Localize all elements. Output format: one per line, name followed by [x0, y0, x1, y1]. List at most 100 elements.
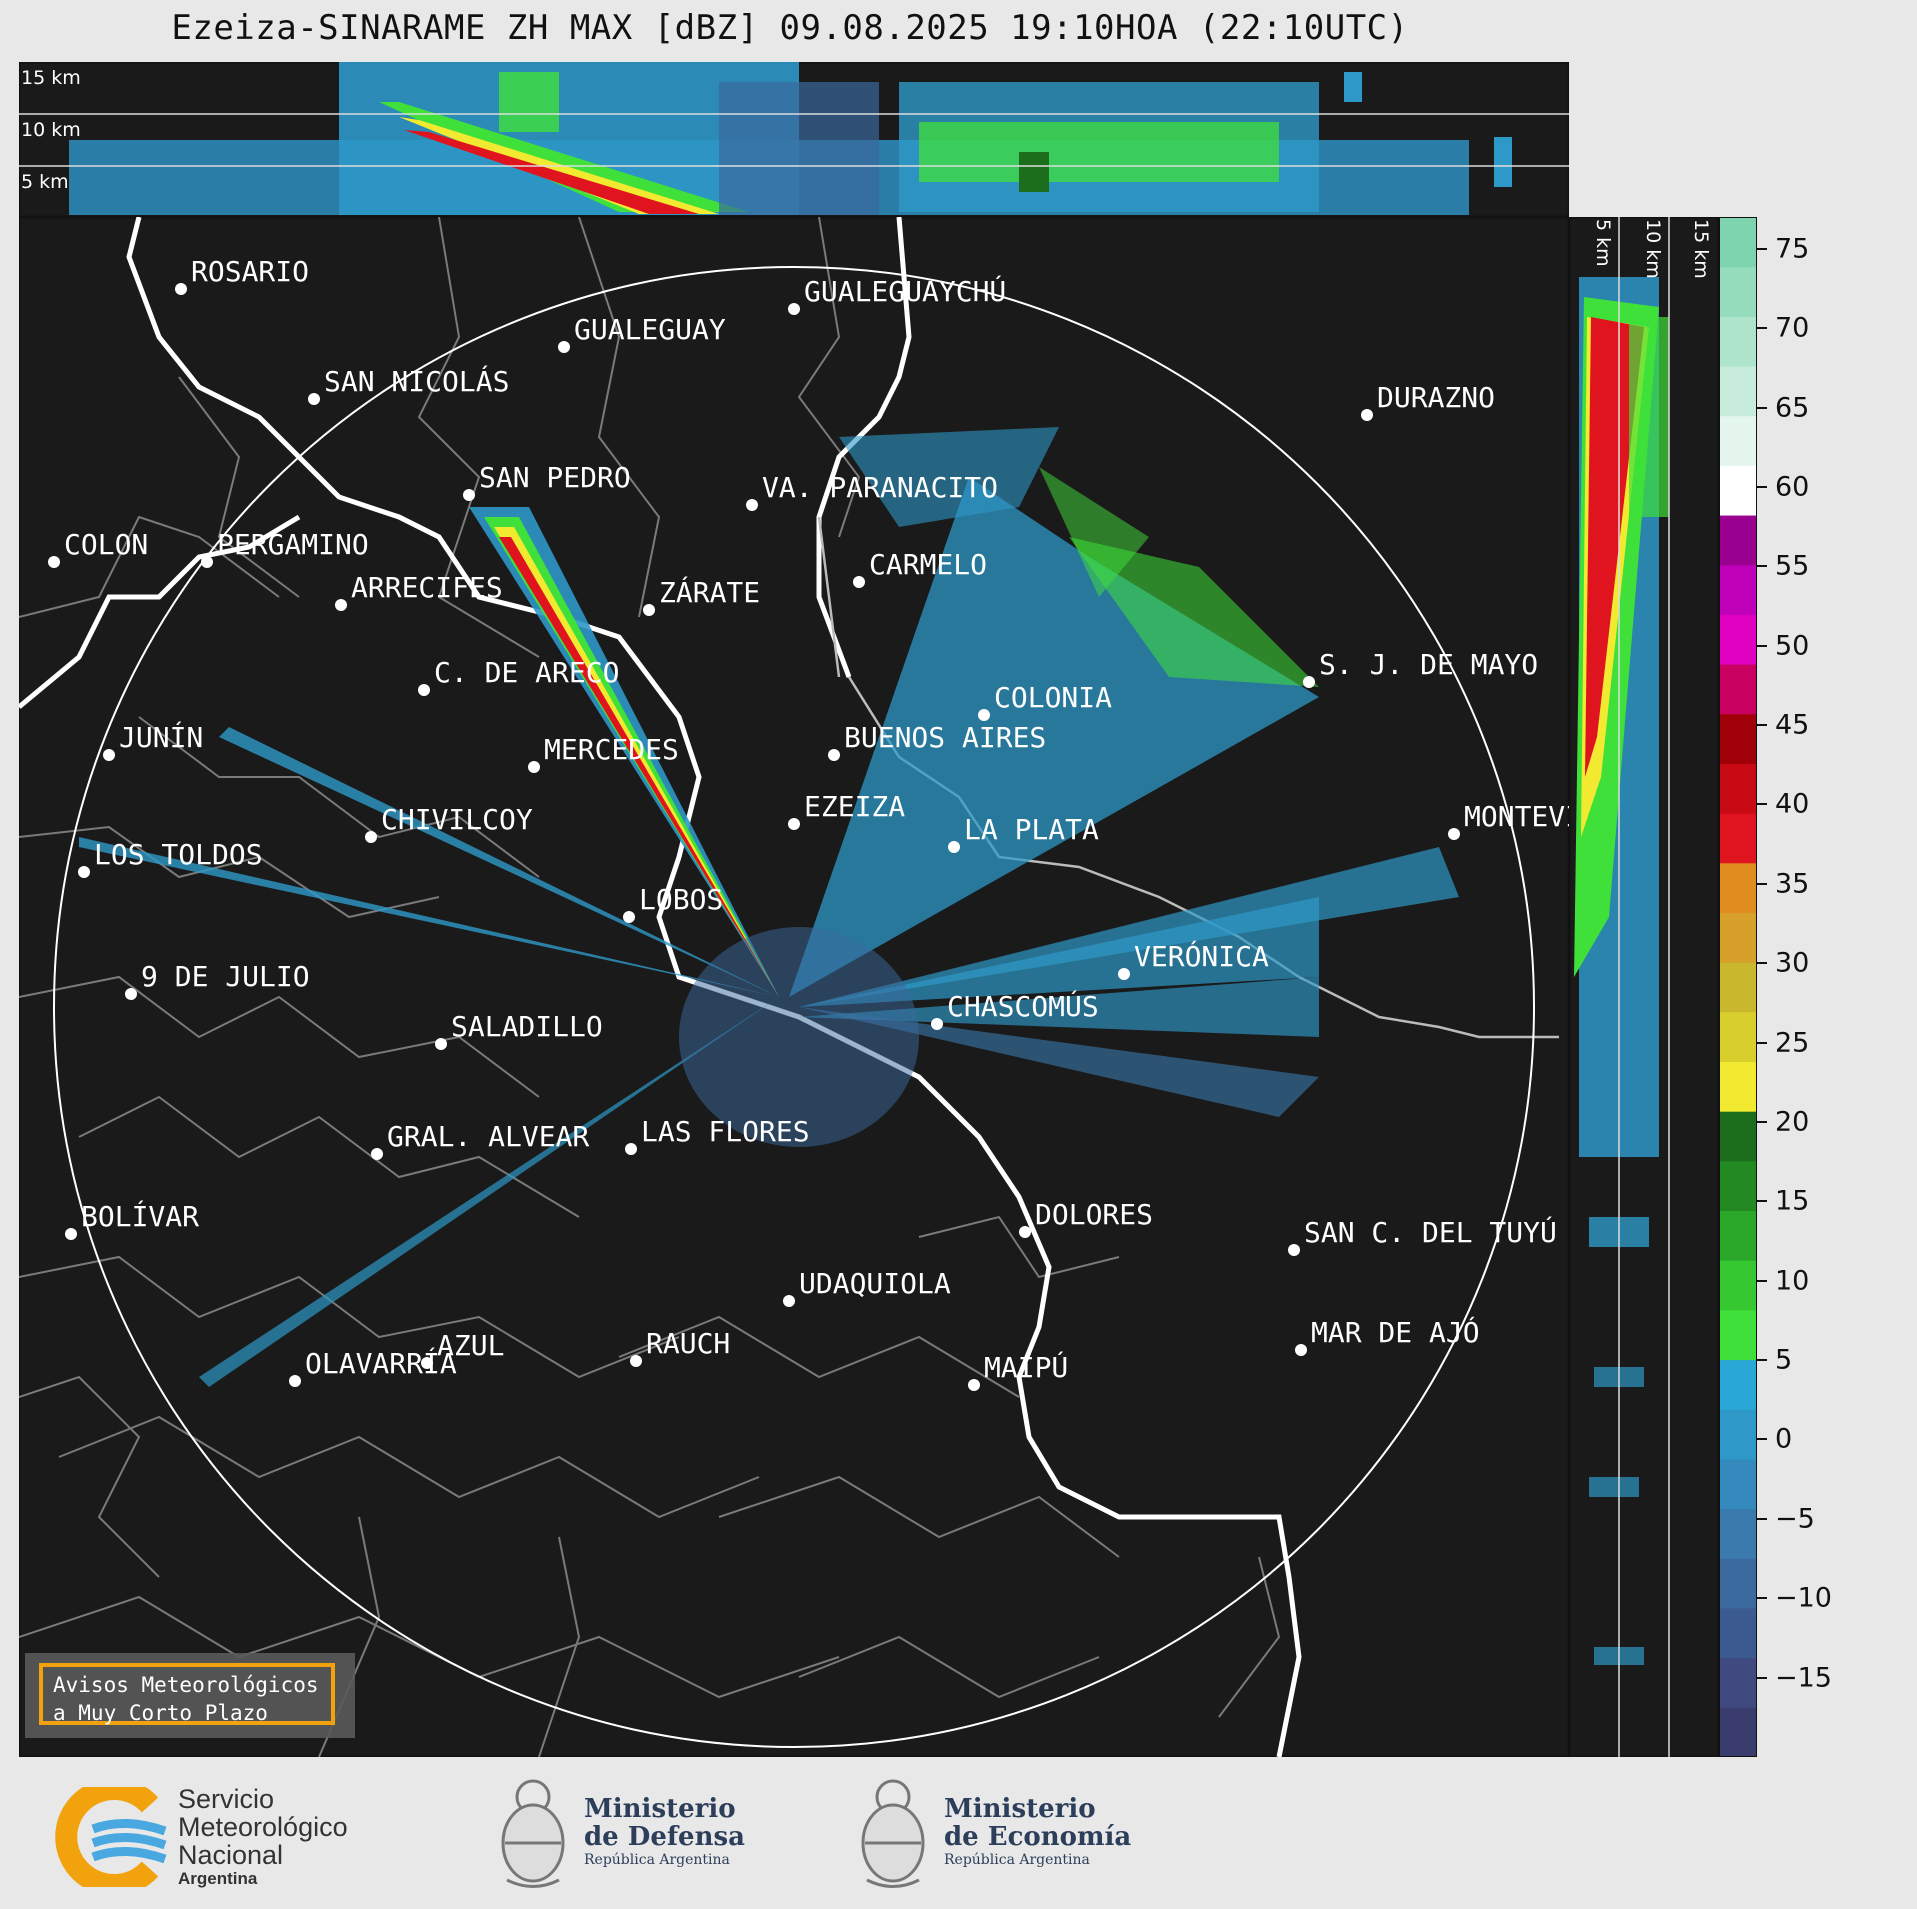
city-dot	[1361, 409, 1373, 421]
city-dot	[528, 761, 540, 773]
colorbar-band	[1719, 1707, 1757, 1757]
city-label: VERÓNICA	[1134, 939, 1269, 973]
colorbar-band	[1719, 1260, 1757, 1311]
colorbar-tick-mark	[1757, 1359, 1767, 1362]
city-dot	[1019, 1226, 1031, 1238]
city-label: GUALEGUAY	[574, 313, 726, 346]
city-marker: EZEIZA	[788, 790, 905, 830]
colorbar-tick-label: 35	[1775, 868, 1810, 900]
colorbar-tick-mark	[1757, 1279, 1767, 1282]
city-marker: LAS FLORES	[625, 1115, 810, 1155]
city-label: DURAZNO	[1377, 381, 1495, 414]
colorbar-tick-label: 50	[1775, 630, 1810, 662]
city-labels: ROSARIO GUALEGUAYCHÚ GUALEGUAY SAN NICOLÁS D…	[48, 255, 1569, 1391]
city-marker: GUALEGUAY	[558, 313, 726, 353]
colorbar-tick-mark	[1757, 882, 1767, 885]
city-label: S. J. DE MAYO	[1319, 648, 1538, 681]
city-dot	[828, 749, 840, 761]
city-dot	[558, 341, 570, 353]
city-label: COLON	[64, 528, 148, 561]
city-marker: CHASCOMÚS	[931, 989, 1099, 1030]
city-marker: AZUL	[421, 1329, 504, 1369]
city-dot	[435, 1038, 447, 1050]
colorbar-band	[1719, 862, 1757, 913]
colorbar-band	[1719, 1160, 1757, 1212]
colorbar-tick-label: 40	[1775, 788, 1810, 820]
city-label: BOLÍVAR	[81, 1199, 199, 1233]
city-dot	[788, 818, 800, 830]
colorbar-tick-mark	[1757, 803, 1767, 806]
city-dot	[365, 831, 377, 843]
city-label: PERGAMINO	[217, 528, 369, 561]
top-label-15km: 15 km	[21, 67, 81, 89]
smn-line3: Nacional	[178, 1840, 284, 1870]
side-section-echoes	[1574, 277, 1669, 1665]
city-label: MAIPÚ	[984, 1350, 1068, 1384]
city-label: ROSARIO	[191, 255, 309, 288]
city-label: DOLORES	[1035, 1198, 1153, 1231]
city-marker: MERCEDES	[528, 733, 679, 773]
colorbar-tick-label: 70	[1775, 312, 1810, 344]
colorbar-tick-label: 45	[1775, 709, 1810, 741]
chart-title: Ezeiza-SINARAME ZH MAX [dBZ] 09.08.2025 …	[171, 8, 1409, 48]
city-label: SAN C. DEL TUYÚ	[1304, 1215, 1557, 1249]
colorbar-band	[1719, 664, 1757, 715]
smn-line4: Argentina	[178, 1869, 258, 1888]
city-dot	[783, 1295, 795, 1307]
city-label: SAN PEDRO	[479, 461, 631, 494]
city-marker: SAN C. DEL TUYÚ	[1288, 1215, 1557, 1256]
economia-line2: de Economía	[944, 1822, 1132, 1852]
colorbar-band	[1719, 564, 1757, 615]
city-dot	[853, 576, 865, 588]
city-label: AZUL	[437, 1329, 504, 1362]
city-label: ZÁRATE	[659, 575, 760, 609]
colorbar-tick-mark	[1757, 406, 1767, 409]
city-marker: PERGAMINO	[201, 528, 369, 568]
city-dot	[931, 1018, 943, 1030]
economia-line3: República Argentina	[944, 1852, 1090, 1868]
city-dot	[103, 749, 115, 761]
colorbar-tick-mark	[1757, 1120, 1767, 1123]
city-label: 9 DE JULIO	[141, 960, 310, 993]
city-label: LOS TOLDOS	[94, 838, 263, 871]
colorbar-band	[1719, 366, 1757, 417]
city-label: GRAL. ALVEAR	[387, 1120, 589, 1153]
colorbar-tick-label: 15	[1775, 1185, 1810, 1217]
colorbar-band	[1719, 614, 1757, 665]
city-label: MERCEDES	[544, 733, 679, 766]
side-label-5km: 5 km	[1592, 219, 1614, 267]
city-label: CHASCOMÚS	[947, 989, 1099, 1023]
city-label: MONTEVIDEO	[1464, 800, 1569, 833]
colorbar-band	[1719, 1508, 1757, 1559]
city-marker: OLAVARRÍA	[289, 1346, 457, 1387]
city-dot	[289, 1375, 301, 1387]
colorbar-tick-mark	[1757, 1041, 1767, 1044]
colorbar-tick-label: 25	[1775, 1027, 1810, 1059]
coat-of-arms-icon	[861, 1779, 925, 1888]
city-dot	[125, 988, 137, 1000]
city-dot	[643, 604, 655, 616]
colorbar-tick-label: 65	[1775, 392, 1810, 423]
city-label: OLAVARRÍA	[305, 1346, 457, 1380]
city-label: CHIVILCOY	[381, 803, 533, 836]
city-dot	[78, 866, 90, 878]
city-marker: ROSARIO	[175, 255, 309, 295]
city-label: EZEIZA	[804, 790, 905, 823]
colorbar-band	[1719, 1558, 1757, 1609]
colorbar-tick-mark	[1757, 1597, 1767, 1600]
city-dot	[968, 1379, 980, 1391]
colorbar-tick-mark	[1757, 724, 1767, 727]
city-dot	[1303, 676, 1315, 688]
city-dot	[48, 556, 60, 568]
colorbar-tick-label: 55	[1775, 550, 1810, 582]
colorbar-tick-label: −15	[1775, 1662, 1832, 1694]
city-label: SAN NICOLÁS	[324, 364, 509, 398]
colorbar-band	[1719, 316, 1757, 367]
badge-line1: Avisos Meteorológicos	[53, 1673, 319, 1697]
city-marker: GRAL. ALVEAR	[371, 1120, 589, 1160]
city-marker: LA PLATA	[948, 813, 1099, 853]
colorbar-band	[1719, 1409, 1757, 1460]
city-dot	[1448, 828, 1460, 840]
city-marker: SALADILLO	[435, 1010, 603, 1050]
city-label: VA. PARANACITO	[762, 471, 998, 504]
